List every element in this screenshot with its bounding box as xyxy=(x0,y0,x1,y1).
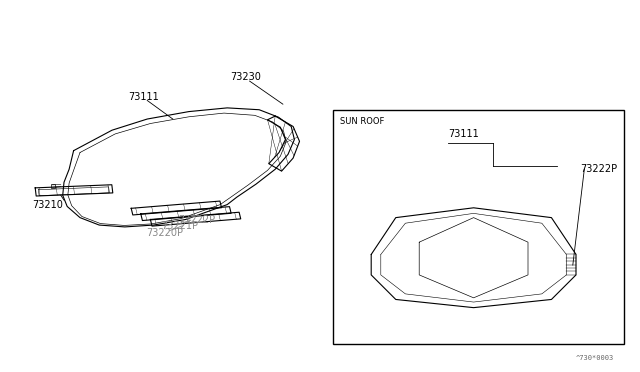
Text: 73210: 73210 xyxy=(32,200,63,209)
Text: 73220P: 73220P xyxy=(146,228,183,238)
Text: 73111: 73111 xyxy=(128,92,159,102)
Bar xyxy=(51,184,55,188)
Text: SUN ROOF: SUN ROOF xyxy=(340,117,385,126)
Text: ^730*0003: ^730*0003 xyxy=(576,355,614,361)
Text: 73222P: 73222P xyxy=(178,215,215,225)
Text: 73222P: 73222P xyxy=(580,164,618,174)
Text: 73230: 73230 xyxy=(230,73,261,82)
Bar xyxy=(333,110,624,344)
Text: 73221P: 73221P xyxy=(161,221,198,231)
Text: 73111: 73111 xyxy=(448,129,479,139)
